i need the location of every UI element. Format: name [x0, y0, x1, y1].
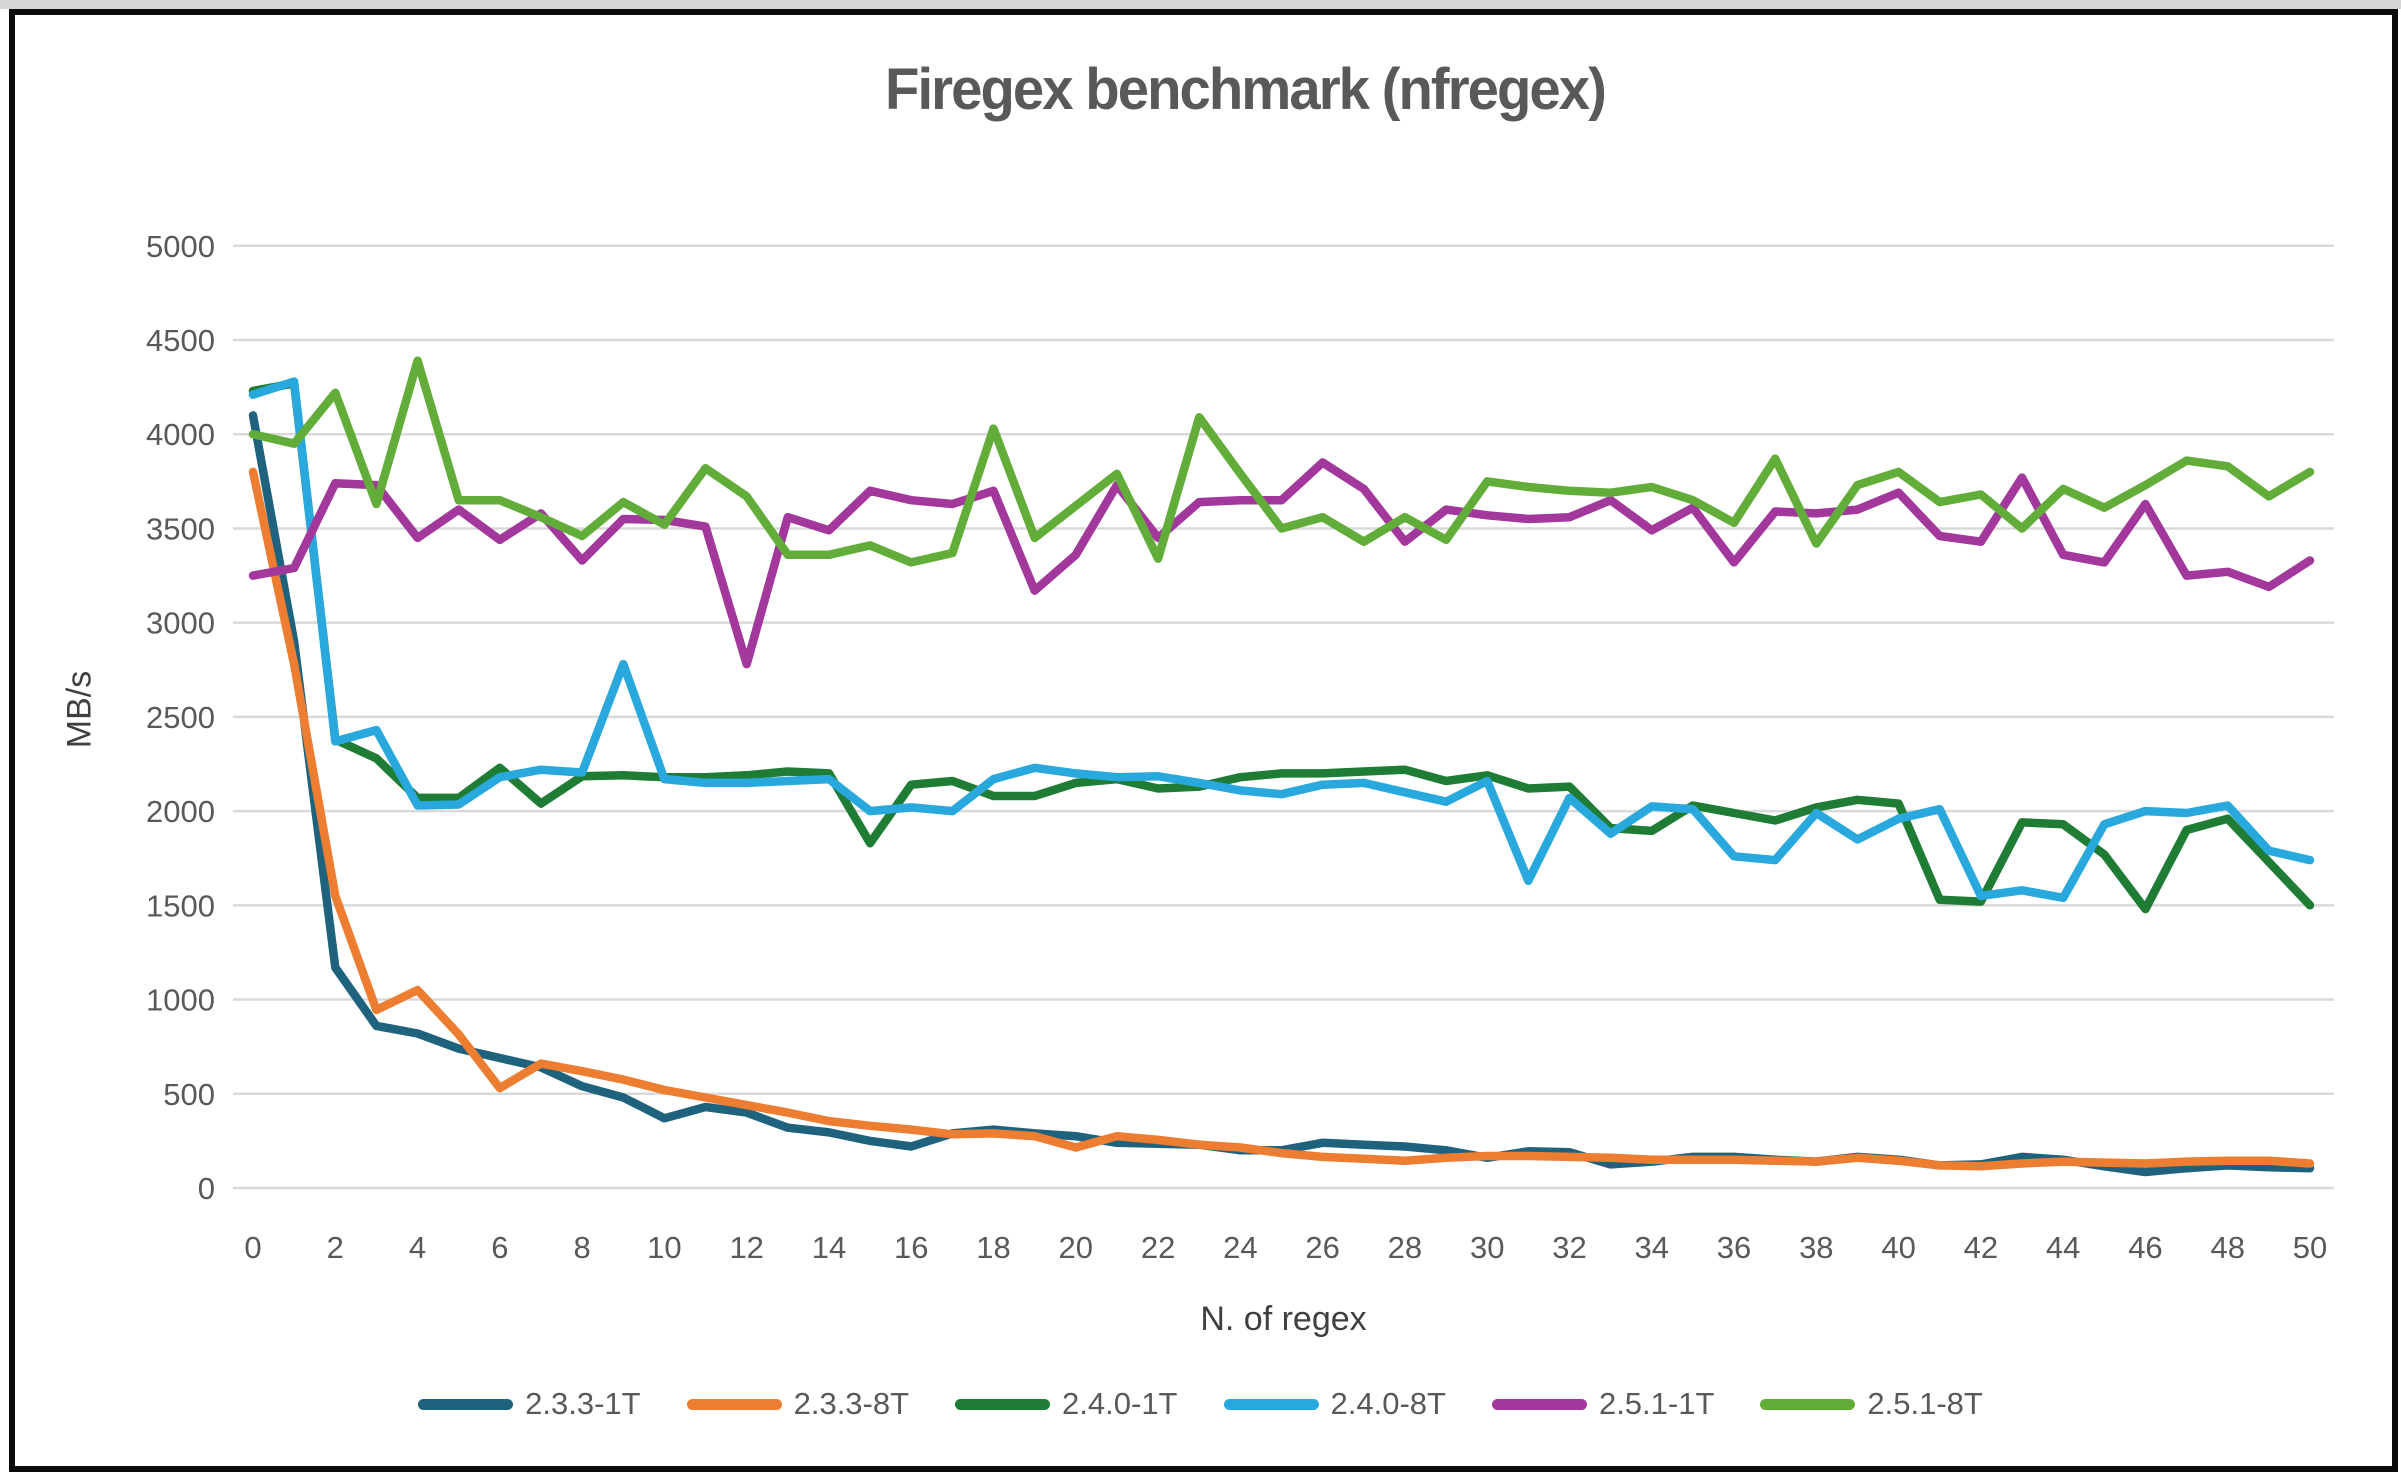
legend-label: 2.4.0-8T [1330, 1386, 1446, 1421]
legend-item-2.5.1-1T: 2.5.1-1T [1491, 1386, 1715, 1422]
x-tick-label: 40 [1881, 1230, 1915, 1265]
x-tick-label: 14 [812, 1230, 846, 1265]
series-line-2.4.0-1T [248, 379, 2315, 914]
x-tick-label: 50 [2293, 1230, 2327, 1265]
y-tick-label: 4000 [146, 417, 215, 452]
x-tick-label: 34 [1635, 1230, 1669, 1265]
x-tick-label: 38 [1799, 1230, 1833, 1265]
x-tick-label: 16 [894, 1230, 928, 1265]
legend-swatch-icon [1491, 1398, 1587, 1410]
x-tick-label: 32 [1552, 1230, 1586, 1265]
x-tick-label: 18 [976, 1230, 1010, 1265]
x-tick-label: 0 [244, 1230, 261, 1265]
legend-item-2.4.0-8T: 2.4.0-8T [1223, 1386, 1446, 1422]
legend-swatch-icon [418, 1398, 514, 1410]
legend-label: 2.5.1-8T [1867, 1386, 1983, 1421]
x-tick-label: 28 [1388, 1230, 1422, 1265]
x-axis-title: N. of regex [1200, 1300, 1367, 1338]
legend-item-2.3.3-1T: 2.3.3-1T [418, 1386, 641, 1422]
series-line-2.5.1-1T [248, 458, 2315, 669]
x-tick-label: 46 [2128, 1230, 2162, 1265]
x-tick-label: 44 [2046, 1230, 2080, 1265]
legend-swatch-icon [955, 1398, 1051, 1410]
y-tick-label: 2500 [146, 700, 215, 735]
window-top-strip [0, 0, 2401, 9]
x-tick-label: 22 [1141, 1230, 1175, 1265]
x-tick-label: 36 [1717, 1230, 1751, 1265]
x-tick-label: 10 [647, 1230, 681, 1265]
y-axis-title: MB/s [60, 670, 99, 749]
y-tick-label: 4500 [146, 323, 215, 358]
y-tick-label: 0 [198, 1171, 215, 1206]
series-line-2.5.1-8T [248, 356, 2315, 567]
x-tick-label: 48 [2210, 1230, 2244, 1265]
y-tick-label: 2000 [146, 794, 215, 829]
legend-label: 2.5.1-1T [1598, 1386, 1715, 1421]
x-tick-label: 4 [409, 1230, 426, 1265]
legend-item-2.4.0-1T: 2.4.0-1T [955, 1386, 1178, 1422]
legend-label: 2.3.3-1T [525, 1386, 641, 1421]
legend-label: 2.3.3-8T [793, 1386, 910, 1421]
legend-label: 2.4.0-1T [1062, 1386, 1178, 1421]
x-tick-label: 20 [1059, 1230, 1093, 1265]
legend-swatch-icon [1223, 1398, 1319, 1410]
x-tick-label: 42 [1964, 1230, 1998, 1265]
series-line-2.3.3-8T [248, 467, 2315, 1171]
chart-legend: 2.3.3-1T 2.3.3-8T 2.4.0-1T 2.4.0-8T 2.5.1-1T… [0, 1386, 2401, 1422]
y-tick-label: 3000 [146, 606, 215, 641]
y-tick-label: 3500 [146, 511, 215, 546]
y-tick-label: 500 [163, 1077, 215, 1112]
y-tick-label: 1000 [146, 983, 215, 1018]
legend-item-2.5.1-8T: 2.5.1-8T [1760, 1386, 1983, 1422]
x-tick-label: 2 [327, 1230, 344, 1265]
x-tick-label: 26 [1305, 1230, 1339, 1265]
legend-swatch-icon [686, 1398, 782, 1410]
x-tick-label: 24 [1223, 1230, 1257, 1265]
chart-title: Firegex benchmark (nfregex) [885, 57, 1607, 122]
y-tick-label: 1500 [146, 888, 215, 923]
x-tick-label: 8 [573, 1230, 590, 1265]
x-tick-label: 30 [1470, 1230, 1504, 1265]
x-tick-label: 12 [729, 1230, 763, 1265]
series-line-2.4.0-8T [248, 377, 2315, 903]
y-tick-label: 5000 [146, 229, 215, 264]
legend-swatch-icon [1760, 1398, 1856, 1410]
x-tick-label: 6 [491, 1230, 508, 1265]
legend-item-2.3.3-8T: 2.3.3-8T [686, 1386, 910, 1422]
